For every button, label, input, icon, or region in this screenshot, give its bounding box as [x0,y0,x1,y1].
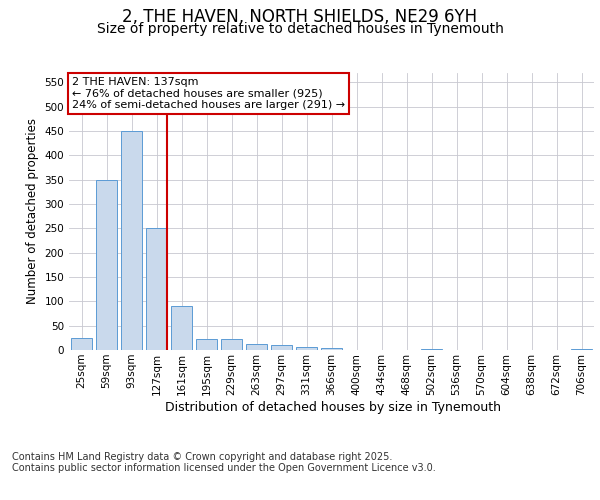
Bar [421,348,442,350]
Bar [221,340,242,350]
Bar [271,345,292,350]
Y-axis label: Number of detached properties: Number of detached properties [26,118,39,304]
Text: Size of property relative to detached houses in Tynemouth: Size of property relative to detached ho… [97,22,503,36]
Bar [571,348,592,350]
Bar [96,180,117,350]
Bar [171,306,192,350]
Bar [321,348,342,350]
Bar [71,338,92,350]
Bar [121,131,142,350]
Bar [246,344,267,350]
Text: Distribution of detached houses by size in Tynemouth: Distribution of detached houses by size … [165,401,501,414]
Bar [296,346,317,350]
Text: 2, THE HAVEN, NORTH SHIELDS, NE29 6YH: 2, THE HAVEN, NORTH SHIELDS, NE29 6YH [122,8,478,26]
Text: 2 THE HAVEN: 137sqm
← 76% of detached houses are smaller (925)
24% of semi-detac: 2 THE HAVEN: 137sqm ← 76% of detached ho… [71,76,345,110]
Bar [146,228,167,350]
Bar [196,340,217,350]
Text: Contains HM Land Registry data © Crown copyright and database right 2025.
Contai: Contains HM Land Registry data © Crown c… [12,452,436,473]
